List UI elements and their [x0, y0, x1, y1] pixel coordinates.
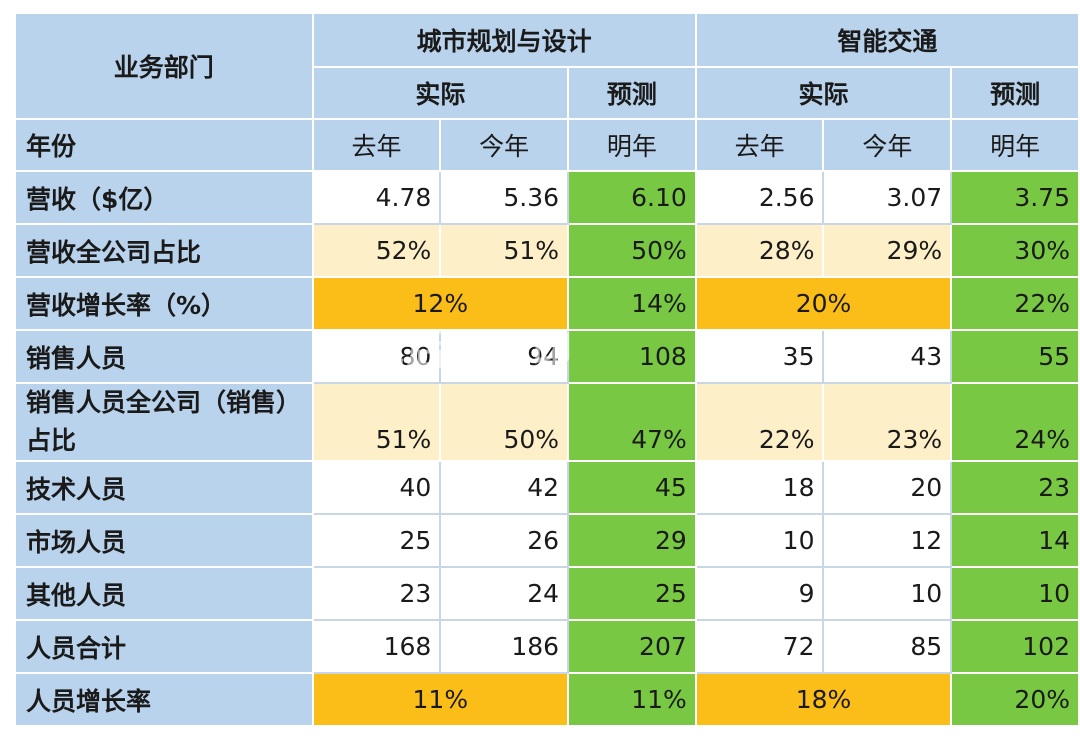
value-cell: 10 — [822, 566, 953, 621]
forecast-cell: 50% — [567, 223, 697, 278]
row-label: 技术人员 — [14, 460, 314, 515]
forecast-cell: 3.75 — [950, 170, 1080, 225]
header-group-traffic: 智能交通 — [694, 12, 1080, 68]
forecast-cell: 55 — [950, 329, 1080, 384]
value-cell: 35 — [694, 329, 825, 384]
share-cell: 50% — [439, 382, 570, 462]
year-cell: 去年 — [311, 118, 442, 172]
row-label: 营收（$亿） — [14, 170, 314, 225]
growth-cell: 12% — [311, 276, 570, 331]
year-label: 年份 — [14, 118, 314, 172]
forecast-cell: 6.10 — [567, 170, 697, 225]
table-row: 营收全公司占比 52% 51% 50% 28% 29% 30% — [14, 223, 1080, 278]
forecast-cell: 102 — [950, 619, 1080, 674]
year-cell: 明年 — [567, 118, 697, 172]
value-cell: 3.07 — [822, 170, 953, 225]
table-row: 技术人员 40 42 45 18 20 23 — [14, 460, 1080, 515]
share-cell: 51% — [311, 382, 442, 462]
value-cell: 25 — [311, 513, 442, 568]
year-cell: 去年 — [694, 118, 825, 172]
forecast-cell: 207 — [567, 619, 697, 674]
value-cell: 72 — [694, 619, 825, 674]
value-cell: 2.56 — [694, 170, 825, 225]
row-label: 营收全公司占比 — [14, 223, 314, 278]
value-cell: 186 — [439, 619, 570, 674]
forecast-cell: 20% — [950, 672, 1080, 727]
row-label: 销售人员全公司（销售）占比 — [14, 382, 314, 462]
forecast-cell: 23 — [950, 460, 1080, 515]
forecast-cell: 108 — [567, 329, 697, 384]
year-cell: 今年 — [439, 118, 570, 172]
share-cell: 51% — [439, 223, 570, 278]
share-cell: 28% — [694, 223, 825, 278]
value-cell: 10 — [694, 513, 825, 568]
header-group-urban: 城市规划与设计 — [311, 12, 697, 68]
value-cell: 168 — [311, 619, 442, 674]
share-cell: 29% — [822, 223, 953, 278]
value-cell: 43 — [822, 329, 953, 384]
row-label: 人员增长率 — [14, 672, 314, 727]
forecast-cell: 47% — [567, 382, 697, 462]
share-cell: 22% — [694, 382, 825, 462]
header-dept: 业务部门 — [14, 12, 314, 120]
forecast-cell: 45 — [567, 460, 697, 515]
year-cell: 今年 — [822, 118, 953, 172]
data-table: 业务部门 城市规划与设计 智能交通 实际 预测 实际 预测 年份 去年 今年 明… — [14, 12, 1080, 727]
header-actual-traffic: 实际 — [694, 66, 953, 120]
value-cell: 23 — [311, 566, 442, 621]
value-cell: 26 — [439, 513, 570, 568]
forecast-cell: 14 — [950, 513, 1080, 568]
forecast-cell: 29 — [567, 513, 697, 568]
forecast-cell: 10 — [950, 566, 1080, 621]
year-cell: 明年 — [950, 118, 1080, 172]
header-forecast-traffic: 预测 — [950, 66, 1080, 120]
row-label: 其他人员 — [14, 566, 314, 621]
value-cell: 24 — [439, 566, 570, 621]
table-row: 销售人员 80 94 108 35 43 55 — [14, 329, 1080, 384]
table-row: 人员增长率 11% 11% 18% 20% — [14, 672, 1080, 727]
header-actual-urban: 实际 — [311, 66, 570, 120]
share-cell: 23% — [822, 382, 953, 462]
forecast-cell: 22% — [950, 276, 1080, 331]
row-label: 人员合计 — [14, 619, 314, 674]
value-cell: 94 — [439, 329, 570, 384]
value-cell: 20 — [822, 460, 953, 515]
table-row: 营收增长率（%） 12% 14% 20% 22% — [14, 276, 1080, 331]
table-row: 人员合计 168 186 207 72 85 102 — [14, 619, 1080, 674]
row-label: 营收增长率（%） — [14, 276, 314, 331]
row-label: 市场人员 — [14, 513, 314, 568]
growth-cell: 11% — [311, 672, 570, 727]
forecast-cell: 25 — [567, 566, 697, 621]
value-cell: 85 — [822, 619, 953, 674]
value-cell: 80 — [311, 329, 442, 384]
table-row: 市场人员 25 26 29 10 12 14 — [14, 513, 1080, 568]
value-cell: 42 — [439, 460, 570, 515]
forecast-cell: 14% — [567, 276, 697, 331]
growth-cell: 18% — [694, 672, 953, 727]
value-cell: 40 — [311, 460, 442, 515]
table-row: 其他人员 23 24 25 9 10 10 — [14, 566, 1080, 621]
share-cell: 52% — [311, 223, 442, 278]
growth-cell: 20% — [694, 276, 953, 331]
header-forecast-urban: 预测 — [567, 66, 697, 120]
table-row: 营收（$亿） 4.78 5.36 6.10 2.56 3.07 3.75 — [14, 170, 1080, 225]
forecast-cell: 24% — [950, 382, 1080, 462]
value-cell: 12 — [822, 513, 953, 568]
forecast-cell: 30% — [950, 223, 1080, 278]
value-cell: 5.36 — [439, 170, 570, 225]
forecast-cell: 11% — [567, 672, 697, 727]
value-cell: 18 — [694, 460, 825, 515]
row-label: 销售人员 — [14, 329, 314, 384]
value-cell: 9 — [694, 566, 825, 621]
value-cell: 4.78 — [311, 170, 442, 225]
table-row: 销售人员全公司（销售）占比 51% 50% 47% 22% 23% 24% — [14, 382, 1080, 462]
